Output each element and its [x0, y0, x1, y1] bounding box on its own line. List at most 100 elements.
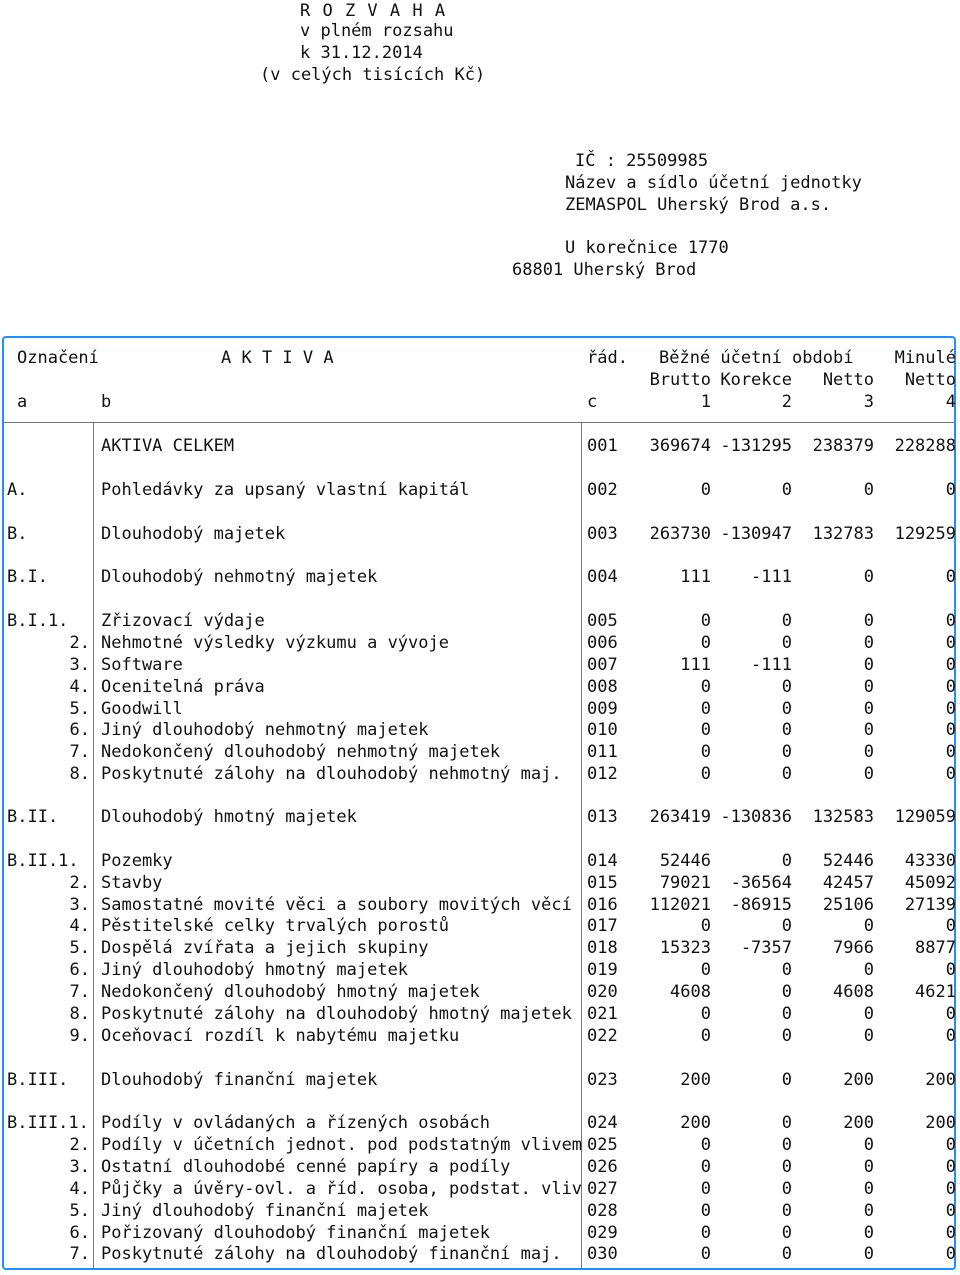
row-label: 6. — [69, 960, 90, 980]
row-description: Dlouhodobý nehmotný majetek — [101, 567, 378, 587]
value-netto: 238379 — [812, 436, 874, 456]
col-aktiva: A K T I V A — [221, 348, 334, 368]
value-korekce: 0 — [781, 764, 792, 784]
value-netto-previous: 0 — [945, 1201, 956, 1221]
value-korekce: -131295 — [720, 436, 792, 456]
value-netto-previous: 0 — [945, 611, 956, 631]
row-label: A. — [7, 480, 28, 500]
value-netto: 0 — [863, 1179, 874, 1199]
value-korekce: 0 — [781, 1223, 792, 1243]
value-netto: 52446 — [822, 851, 874, 871]
row-label: B.III. — [7, 1070, 69, 1090]
row-number: 008 — [587, 677, 618, 697]
row-label: 2. — [69, 1135, 90, 1155]
value-netto: 0 — [863, 916, 874, 936]
value-netto-previous: 0 — [945, 960, 956, 980]
value-korekce: 0 — [781, 720, 792, 740]
row-label: 4. — [69, 677, 90, 697]
value-korekce: 0 — [781, 1135, 792, 1155]
col-oznaceni: Označení — [17, 348, 99, 368]
value-netto-previous: 0 — [945, 1179, 956, 1199]
row-label: 3. — [69, 655, 90, 675]
row-label: 5. — [69, 1201, 90, 1221]
entity-name: ZEMASPOL Uherský Brod a.s. — [565, 195, 832, 215]
row-description: Nehmotné výsledky výzkumu a vývoje — [101, 633, 449, 653]
row-number: 023 — [587, 1070, 618, 1090]
value-brutto: 369674 — [649, 436, 711, 456]
row-description: Goodwill — [101, 699, 183, 719]
value-korekce: 0 — [781, 960, 792, 980]
row-label: 7. — [69, 982, 90, 1002]
value-netto: 0 — [863, 655, 874, 675]
row-description: Pozemky — [101, 851, 173, 871]
value-netto-previous: 0 — [945, 1244, 956, 1264]
value-netto-previous: 0 — [945, 1026, 956, 1046]
value-netto-previous: 0 — [945, 1004, 956, 1024]
value-netto-previous: 0 — [945, 480, 956, 500]
col-num-3: 3 — [863, 392, 874, 412]
document-date: k 31.12.2014 — [300, 43, 423, 63]
value-netto-previous: 43330 — [904, 851, 956, 871]
row-label: B.II. — [7, 807, 59, 827]
value-netto: 0 — [863, 960, 874, 980]
value-brutto: 4608 — [670, 982, 711, 1002]
row-description: Ostatní dlouhodobé cenné papíry a podíly — [101, 1157, 511, 1177]
row-description: Dlouhodobý majetek — [101, 524, 286, 544]
row-number: 021 — [587, 1004, 618, 1024]
value-brutto: 111 — [680, 655, 711, 675]
entity-city: 68801 Uherský Brod — [512, 260, 697, 280]
row-label: 3. — [69, 895, 90, 915]
row-description: Jiný dlouhodobý hmotný majetek — [101, 960, 409, 980]
value-korekce: 0 — [781, 480, 792, 500]
row-description: Pěstitelské celky trvalých porostů — [101, 916, 449, 936]
col-letter-a: a — [17, 392, 28, 412]
value-netto-previous: 200 — [925, 1070, 956, 1090]
row-description: Dlouhodobý finanční majetek — [101, 1070, 378, 1090]
header-divider — [4, 422, 954, 423]
row-description: Půjčky a úvěry-ovl. a říd. osoba, podsta… — [101, 1179, 583, 1199]
row-description: Jiný dlouhodobý nehmotný majetek — [101, 720, 429, 740]
value-korekce: 0 — [781, 1179, 792, 1199]
row-number: 029 — [587, 1223, 618, 1243]
value-brutto: 0 — [700, 1201, 711, 1221]
col-brutto: Brutto — [649, 370, 711, 390]
value-netto: 132583 — [812, 807, 874, 827]
value-korekce: -36564 — [730, 873, 792, 893]
row-label: 5. — [69, 938, 90, 958]
value-korekce: 0 — [781, 1244, 792, 1264]
value-netto-previous: 4621 — [915, 982, 956, 1002]
value-netto: 0 — [863, 1135, 874, 1155]
row-label: B.III.1. — [7, 1113, 89, 1133]
row-number: 030 — [587, 1244, 618, 1264]
value-brutto: 112021 — [649, 895, 711, 915]
col-num-1: 1 — [700, 392, 711, 412]
value-netto: 0 — [863, 699, 874, 719]
value-netto-previous: 0 — [945, 677, 956, 697]
value-netto: 0 — [863, 611, 874, 631]
row-description: Samostatné movité věci a soubory movitýc… — [101, 895, 572, 915]
value-korekce: -86915 — [730, 895, 792, 915]
value-brutto: 0 — [700, 960, 711, 980]
value-korekce: -111 — [751, 567, 792, 587]
row-number: 001 — [587, 436, 618, 456]
row-label: 6. — [69, 1223, 90, 1243]
value-korekce: 0 — [781, 699, 792, 719]
value-netto-previous: 0 — [945, 720, 956, 740]
row-description: AKTIVA CELKEM — [101, 436, 235, 456]
value-brutto: 0 — [700, 699, 711, 719]
value-brutto: 0 — [700, 1179, 711, 1199]
value-brutto: 0 — [700, 1026, 711, 1046]
row-description: Poskytnuté zálohy na dlouhodobý hmotný m… — [101, 1004, 572, 1024]
value-netto: 0 — [863, 677, 874, 697]
row-number: 004 — [587, 567, 618, 587]
value-korekce: -130947 — [720, 524, 792, 544]
row-number: 015 — [587, 873, 618, 893]
row-description: Podíly v ovládaných a řízených osobách — [101, 1113, 490, 1133]
row-number: 016 — [587, 895, 618, 915]
value-netto-previous: 27139 — [904, 895, 956, 915]
value-korekce: 0 — [781, 677, 792, 697]
value-netto-previous: 0 — [945, 764, 956, 784]
col-rad: řád. — [587, 348, 628, 368]
value-brutto: 52446 — [659, 851, 711, 871]
row-number: 017 — [587, 916, 618, 936]
